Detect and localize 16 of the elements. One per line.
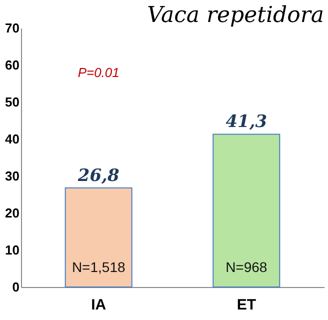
y-tick-label: 20 [5,206,20,220]
annotation: P=0.01 [78,65,120,80]
y-tick-label: 0 [12,280,20,294]
data-label: 41,3 [226,112,268,132]
y-tick-label: 60 [5,58,20,72]
x-tick-label: IA [91,296,106,314]
y-tick-label: 40 [5,132,20,146]
y-tick-label: 10 [5,242,20,258]
data-label: 26,8 [76,166,120,186]
chart-title: Vaca repetidora [147,3,324,28]
y-tick-label: 70 [5,20,20,36]
annotation: N=1,518 [72,259,126,275]
x-tick-label: ET [236,296,256,314]
annotation: N=968 [226,259,268,275]
y-tick-label: 30 [5,168,20,184]
y-tick-label: 50 [5,94,20,110]
